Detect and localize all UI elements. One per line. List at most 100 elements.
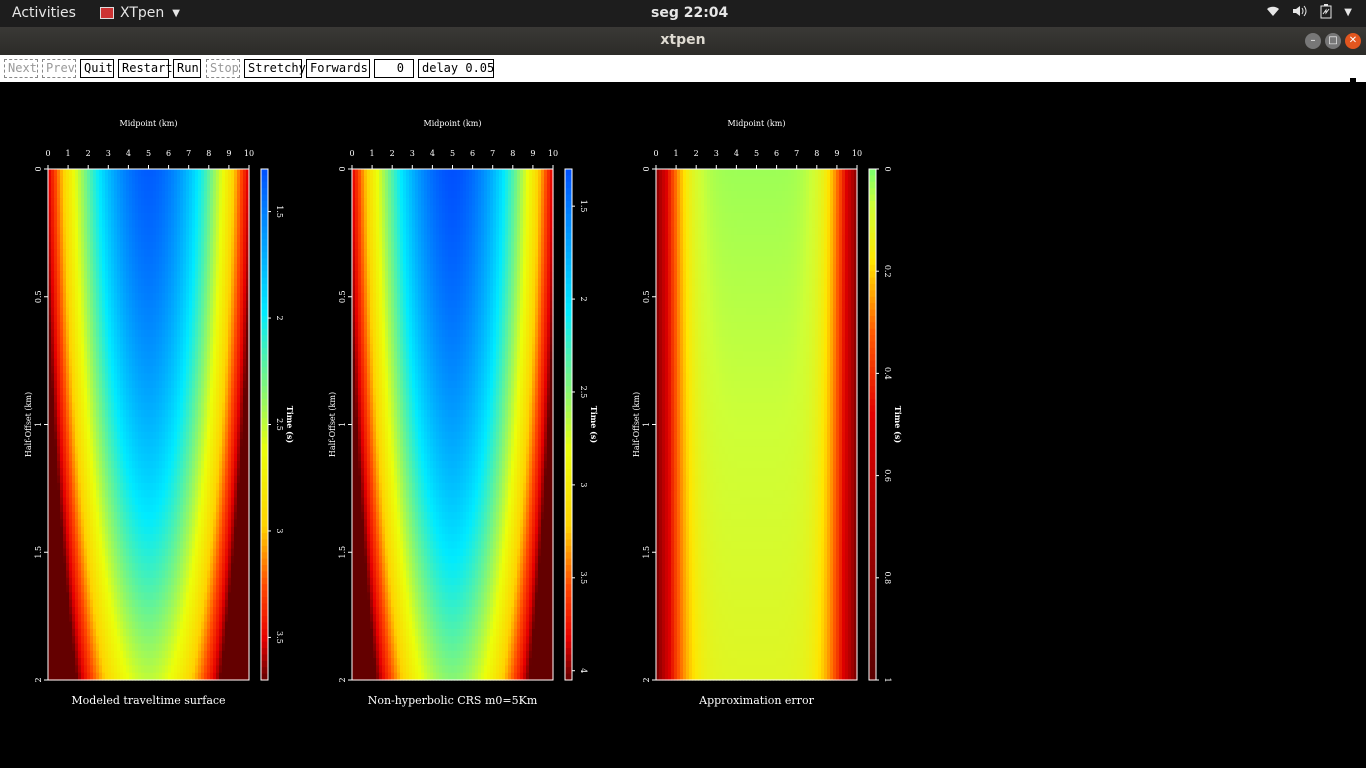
heatmap-cell: [171, 220, 175, 228]
heatmap-cell: [243, 300, 247, 309]
heatmap-cell: [135, 607, 139, 615]
heatmap-cell: [219, 570, 223, 579]
heatmap-cell: [63, 614, 67, 623]
forwards-button[interactable]: Forwards: [306, 59, 370, 78]
heatmap-cell: [150, 329, 154, 338]
heatmap-cell: [135, 322, 139, 331]
restart-button[interactable]: Restart: [118, 59, 173, 78]
heatmap-cell: [90, 169, 94, 177]
heatmap-cell: [207, 249, 211, 258]
heatmap-cell: [117, 599, 121, 608]
heatmap-cell: [150, 190, 154, 199]
heatmap-cell: [96, 643, 100, 652]
heatmap-cell: [240, 490, 244, 499]
heatmap-cell: [219, 388, 223, 396]
heatmap-cell: [81, 490, 85, 499]
heatmap-cell: [120, 409, 124, 418]
app-menu[interactable]: XTpen ▼: [100, 5, 180, 21]
heatmap-cell: [177, 256, 181, 265]
heatmap-cell: [105, 366, 109, 374]
heatmap-cell: [225, 446, 229, 455]
volume-icon[interactable]: [1292, 4, 1308, 23]
clock[interactable]: seg 22:04: [651, 5, 729, 21]
activities-button[interactable]: Activities: [12, 5, 76, 21]
heatmap-cell: [234, 592, 238, 601]
heatmap-cell: [78, 585, 82, 593]
heatmap-cell: [66, 285, 70, 294]
heatmap-cell: [87, 628, 91, 637]
minimize-icon[interactable]: –: [1305, 33, 1321, 49]
heatmap-cell: [90, 672, 94, 681]
heatmap-cell: [219, 468, 223, 477]
heatmap-cell: [171, 351, 175, 360]
next-button[interactable]: Next: [4, 59, 38, 78]
prev-button[interactable]: Prev: [42, 59, 76, 78]
system-menu-caret-icon[interactable]: ▼: [1344, 7, 1352, 18]
colorbar-swatch: [261, 494, 268, 502]
heatmap-cell: [228, 344, 232, 353]
heatmap-cell: [123, 227, 127, 236]
heatmap-cell: [147, 205, 151, 214]
heatmap-cell: [171, 176, 175, 185]
heatmap-cell: [228, 212, 232, 221]
heatmap-cell: [168, 599, 172, 608]
heatmap-cell: [186, 205, 190, 214]
window-title-bar[interactable]: xtpen – □ ✕: [0, 27, 1366, 55]
plot-canvas[interactable]: 0 1 2 3 4 5 6 7 8 9 10 Midpoint (km) 0 0.5 1 1.5 2 Half-O…: [0, 82, 1366, 768]
heatmap-cell: [222, 329, 226, 338]
heatmap-cell: [81, 439, 85, 447]
run-button[interactable]: Run: [173, 59, 201, 78]
heatmap-cell: [171, 300, 175, 309]
maximize-icon[interactable]: □: [1325, 33, 1341, 49]
heatmap-cell: [57, 453, 61, 462]
heatmap-cell: [153, 621, 157, 630]
heatmap-cell: [54, 249, 58, 258]
heatmap-cell: [78, 344, 82, 353]
heatmap-cell: [240, 234, 244, 243]
heatmap-cell: [126, 227, 130, 236]
stretchy-button[interactable]: Stretchy: [244, 59, 306, 78]
heatmap-cell: [210, 577, 214, 586]
quit-button[interactable]: Quit: [80, 59, 114, 78]
heatmap-cell: [126, 212, 130, 221]
heatmap-cell: [168, 336, 172, 345]
heatmap-cell: [186, 388, 190, 396]
close-icon[interactable]: ✕: [1345, 33, 1361, 49]
heatmap-cell: [120, 227, 124, 236]
heatmap-cell: [234, 446, 238, 455]
heatmap-cell: [222, 497, 226, 506]
heatmap-cell: [93, 424, 97, 433]
heatmap-cell: [180, 424, 184, 433]
heatmap-cell: [171, 643, 175, 652]
heatmap-cell: [219, 315, 223, 323]
heatmap-cell: [132, 256, 136, 265]
heatmap-cell: [234, 453, 238, 462]
heatmap-cell: [81, 446, 85, 455]
heatmap-cell: [108, 293, 112, 301]
heatmap-cell: [102, 256, 106, 265]
heatmap-cell: [93, 504, 97, 513]
colorbar-swatch: [261, 469, 268, 477]
heatmap-cell: [93, 315, 97, 323]
heatmap-cell: [156, 519, 160, 528]
delay-field[interactable]: delay 0.05: [418, 59, 494, 78]
stop-button[interactable]: Stop: [206, 59, 240, 78]
heatmap-cell: [246, 504, 250, 513]
battery-icon[interactable]: [1320, 4, 1332, 23]
heatmap-cell: [138, 592, 142, 601]
heatmap-cell: [132, 512, 136, 520]
heatmap-cell: [201, 555, 205, 564]
heatmap-cell: [213, 607, 217, 615]
heatmap-cell: [84, 607, 88, 615]
system-tray[interactable]: ▼: [1266, 4, 1352, 23]
heatmap-cell: [78, 563, 82, 572]
heatmap-cell: [186, 169, 190, 177]
heatmap-cell: [129, 329, 133, 338]
heatmap-cell: [108, 534, 112, 542]
wifi-icon[interactable]: [1266, 4, 1280, 23]
heatmap-cell: [243, 541, 247, 550]
heatmap-cell: [243, 388, 247, 396]
frame-number-field[interactable]: 0: [374, 59, 414, 78]
heatmap-cell: [171, 336, 175, 345]
heatmap-cell: [132, 475, 136, 484]
